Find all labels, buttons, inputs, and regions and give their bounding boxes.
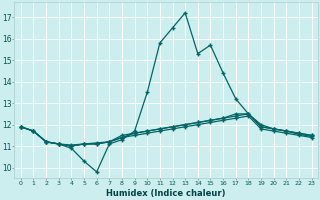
X-axis label: Humidex (Indice chaleur): Humidex (Indice chaleur) — [107, 189, 226, 198]
